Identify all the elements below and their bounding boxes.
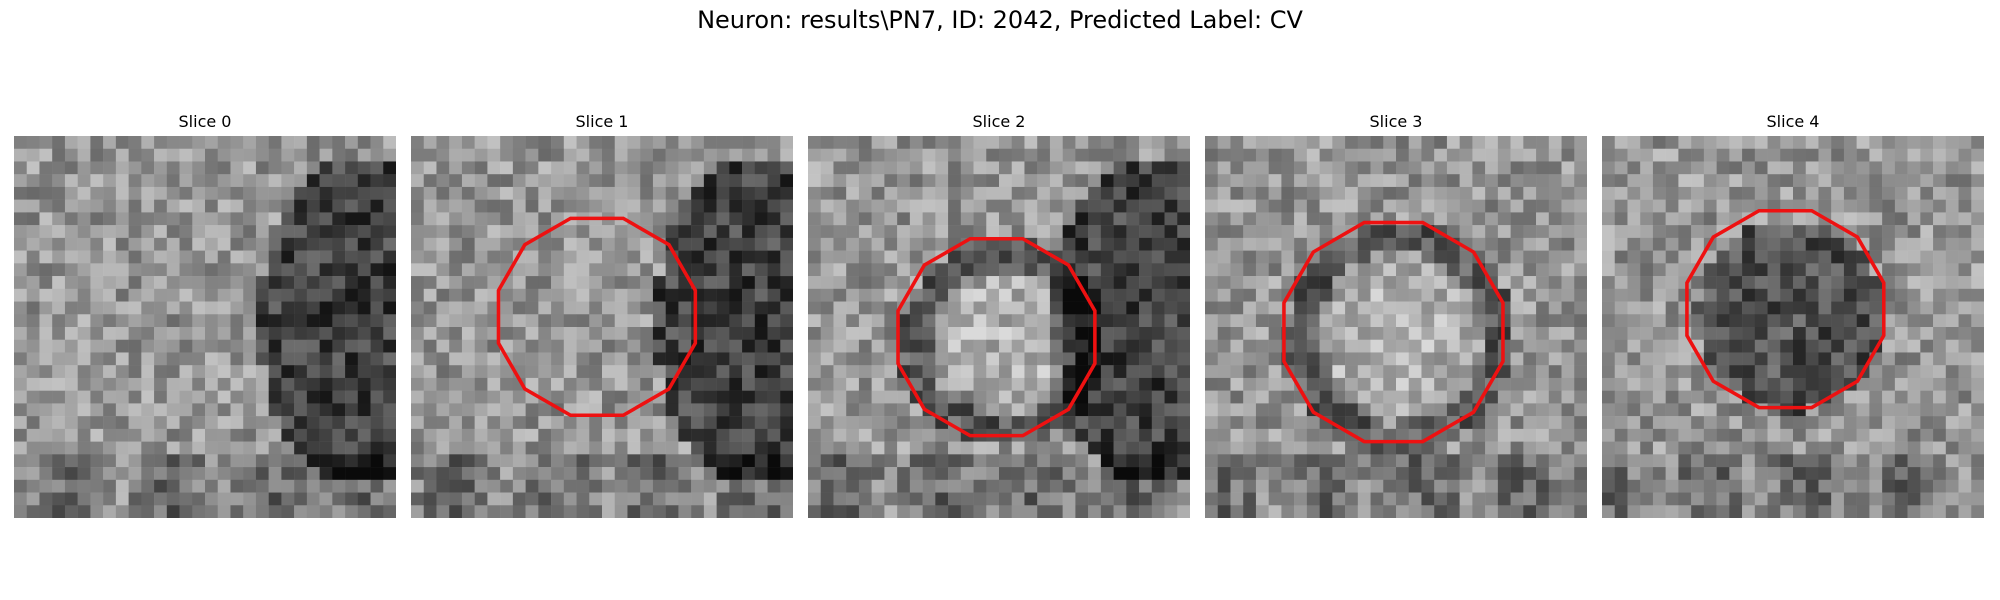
slice-title: Slice 2 bbox=[808, 112, 1190, 136]
slice-image bbox=[1205, 136, 1587, 518]
slice-title: Slice 1 bbox=[411, 112, 793, 136]
slice-image bbox=[808, 136, 1190, 518]
slice-panel-2: Slice 2 bbox=[808, 112, 1190, 518]
slice-image bbox=[1602, 136, 1984, 518]
slice-panel-3: Slice 3 bbox=[1205, 112, 1587, 518]
slice-panel-4: Slice 4 bbox=[1602, 112, 1984, 518]
slice-image bbox=[411, 136, 793, 518]
slice-panel-0: Slice 0 bbox=[14, 112, 396, 518]
figure-title: Neuron: results\PN7, ID: 2042, Predicted… bbox=[0, 6, 2000, 34]
slice-image bbox=[14, 136, 396, 518]
slice-title: Slice 3 bbox=[1205, 112, 1587, 136]
slice-title: Slice 0 bbox=[14, 112, 396, 136]
slice-title: Slice 4 bbox=[1602, 112, 1984, 136]
slice-panel-1: Slice 1 bbox=[411, 112, 793, 518]
